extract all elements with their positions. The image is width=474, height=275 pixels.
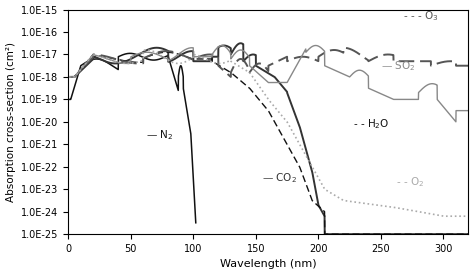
Text: — CO$_2$: — CO$_2$ (262, 172, 297, 185)
X-axis label: Wavelength (nm): Wavelength (nm) (220, 259, 317, 270)
Text: — N$_2$: — N$_2$ (146, 128, 173, 142)
Y-axis label: Absorption cross-section (cm²): Absorption cross-section (cm²) (6, 42, 16, 202)
Text: - - O$_2$: - - O$_2$ (396, 175, 424, 189)
Text: - - H$_2$O: - - H$_2$O (354, 117, 390, 131)
Text: — SO$_2$: — SO$_2$ (381, 59, 415, 73)
Text: - - - O$_3$: - - - O$_3$ (403, 9, 439, 23)
